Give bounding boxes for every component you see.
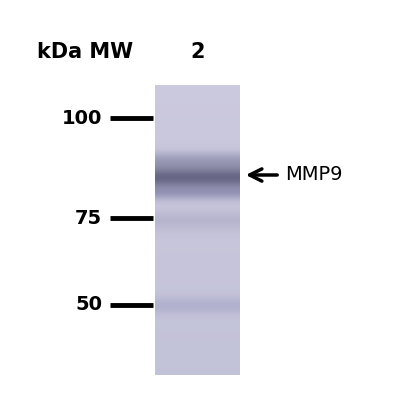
- Text: 2: 2: [191, 42, 205, 62]
- Text: 50: 50: [75, 296, 102, 314]
- Text: MMP9: MMP9: [285, 166, 342, 184]
- Text: 100: 100: [62, 108, 102, 128]
- Text: 75: 75: [75, 208, 102, 228]
- Text: kDa MW: kDa MW: [37, 42, 133, 62]
